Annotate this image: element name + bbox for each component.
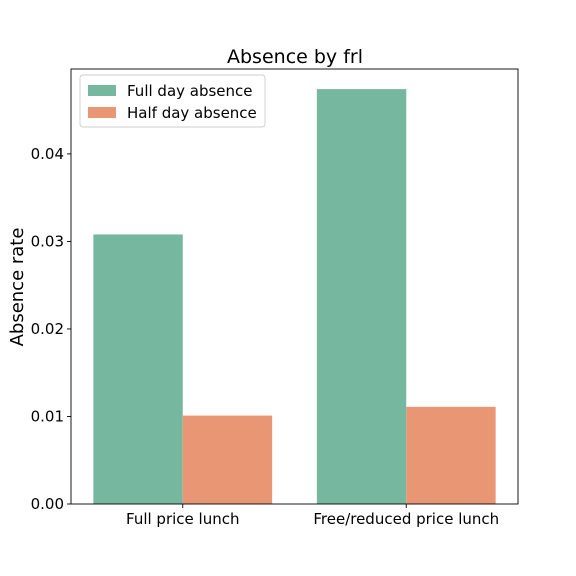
bar-half-day-1 bbox=[406, 406, 496, 504]
legend-label-0: Full day absence bbox=[127, 82, 253, 100]
y-tick-label-0: 0.00 bbox=[31, 495, 64, 513]
y-tick-label-2: 0.02 bbox=[31, 320, 64, 338]
y-tick-label-4: 0.04 bbox=[31, 145, 64, 163]
legend: Full day absence Half day absence bbox=[79, 74, 266, 128]
y-tick-label-3: 0.03 bbox=[31, 232, 64, 250]
y-tick-label-1: 0.01 bbox=[31, 407, 64, 425]
bar-full-day-1 bbox=[316, 89, 407, 504]
bar-half-day-0 bbox=[182, 415, 273, 504]
bars-group bbox=[93, 89, 496, 504]
plot-frame bbox=[70, 68, 519, 505]
axes-group: 0.00 0.01 0.02 0.03 0.04 Full price lunch Free… bbox=[31, 68, 519, 528]
legend-box bbox=[79, 74, 266, 128]
legend-label-1: Half day absence bbox=[127, 104, 257, 122]
legend-swatch-0 bbox=[88, 85, 116, 96]
x-tick-label-1: Free/reduced price lunch bbox=[313, 510, 499, 528]
legend-swatch-1 bbox=[88, 107, 116, 118]
y-axis-label: Absence rate bbox=[7, 228, 28, 347]
chart-title: Absence by frl bbox=[227, 46, 363, 68]
bar-full-day-0 bbox=[93, 234, 183, 504]
x-tick-label-0: Full price lunch bbox=[126, 510, 239, 528]
